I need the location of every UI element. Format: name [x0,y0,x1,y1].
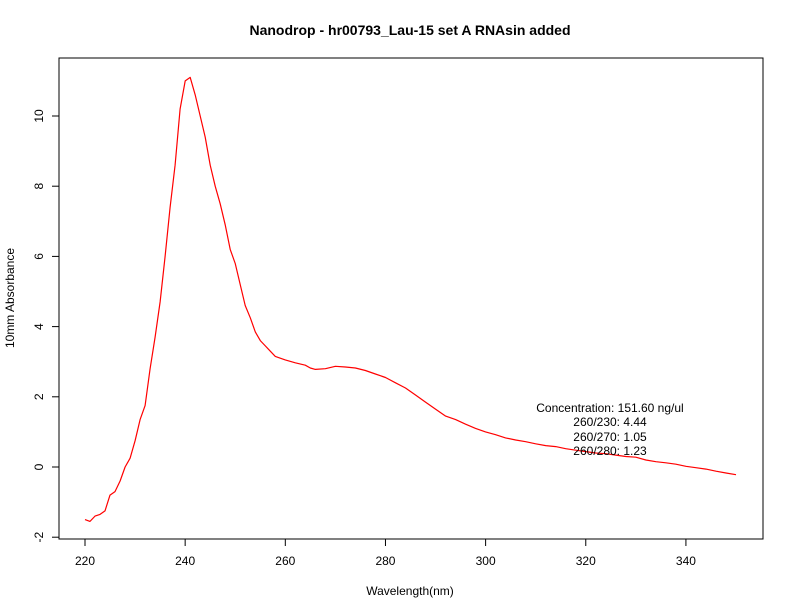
x-tick-label: 220 [75,554,95,568]
absorbance-line [84,76,737,523]
x-tick-label: 300 [476,554,496,568]
x-tick-label: 320 [576,554,596,568]
y-tick-label: 10 [32,109,46,123]
y-tick-label: 8 [32,183,46,190]
annotation-ratio-260-230: 260/230: 4.44 [573,415,647,429]
x-axis: 220 240 260 280 300 320 340 [75,539,696,568]
annotation-concentration: Concentration: 151.60 ng/ul [536,401,683,415]
y-axis-label: 10mm Absorbance [3,248,17,348]
y-tick-label: 6 [32,253,46,260]
x-axis-label: Wavelength(nm) [366,584,454,598]
annotation-ratio-260-270: 260/270: 1.05 [573,430,647,444]
y-tick-label: 0 [32,463,46,470]
y-axis: -2 0 2 4 6 8 10 [32,109,59,543]
x-tick-label: 340 [676,554,696,568]
y-tick-label: 2 [32,393,46,400]
plot-frame [58,57,764,540]
x-tick-label: 240 [175,554,195,568]
y-tick-label: -2 [32,532,46,543]
x-tick-label: 280 [375,554,395,568]
series-layer [84,76,737,523]
annotation-ratio-260-280: 260/280: 1.23 [573,444,647,458]
chart-title: Nanodrop - hr00793_Lau-15 set A RNAsin a… [249,22,570,38]
annotation-block: Concentration: 151.60 ng/ul 260/230: 4.4… [536,401,683,458]
x-tick-label: 260 [275,554,295,568]
y-tick-label: 4 [32,323,46,330]
